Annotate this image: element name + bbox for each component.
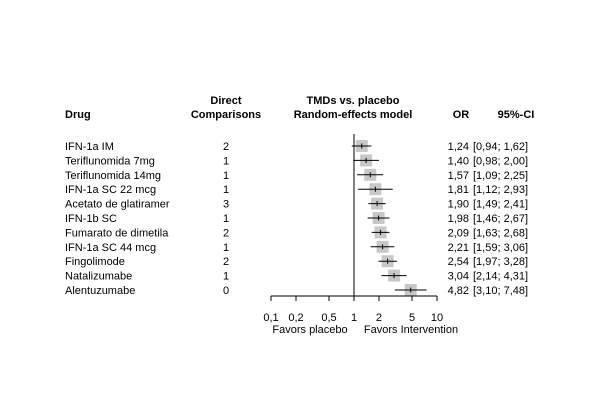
axis-label-right: Favors Intervention	[364, 324, 458, 336]
forest-row: IFN-1a SC 22 mcg 1 1,81 [1,12; 2,93]	[65, 183, 528, 196]
header-model-line1: TMDs vs. placebo	[307, 95, 400, 107]
ci-value: [1,63; 2,68]	[473, 227, 528, 239]
comparisons-value: 1	[223, 271, 229, 283]
drug-label: Fingolimode	[65, 256, 125, 268]
or-value: 2,09	[448, 227, 469, 239]
comparisons-value: 1	[223, 184, 229, 196]
or-value: 3,04	[448, 271, 469, 283]
ci-value: [0,98; 2,00]	[473, 155, 528, 167]
header-or: OR	[453, 109, 470, 121]
ci-value: [1,49; 2,41]	[473, 199, 528, 211]
ci-value: [1,09; 2,25]	[473, 170, 528, 182]
forest-row: Natalizumabe 1 3,04 [2,14; 4,31]	[65, 269, 528, 283]
comparisons-value: 2	[223, 141, 229, 153]
ci-value: [1,12; 2,93]	[473, 184, 528, 196]
drug-label: IFN-1a IM	[65, 141, 114, 153]
x-tick-label: 0,1	[263, 312, 278, 324]
drug-label: Teriflunomida 14mg	[65, 170, 161, 182]
drug-label: IFN-1a SC 22 mcg	[65, 184, 156, 196]
comparisons-value: 2	[223, 227, 229, 239]
header-direct-line2: Comparisons	[191, 109, 261, 121]
ci-value: [1,46; 2,67]	[473, 213, 528, 225]
forest-row: Fingolimode 2 2,54 [1,97; 3,28]	[65, 255, 528, 268]
ci-value: [1,59; 3,06]	[473, 242, 528, 254]
or-value: 4,82	[448, 285, 469, 297]
forest-row: Fumarato de dimetila 2 2,09 [1,63; 2,68]	[65, 226, 528, 239]
comparisons-value: 3	[223, 199, 229, 211]
comparisons-value: 1	[223, 242, 229, 254]
comparisons-value: 1	[223, 213, 229, 225]
comparisons-value: 1	[223, 170, 229, 182]
comparisons-value: 2	[223, 256, 229, 268]
x-axis: 0,1 0,2 0,5 1 2 5 10	[263, 295, 443, 324]
drug-label: Natalizumabe	[65, 271, 132, 283]
drug-label: Alentuzumabe	[65, 285, 135, 297]
or-value: 1,90	[448, 199, 469, 211]
x-tick-label: 0,5	[321, 312, 336, 324]
forest-row: IFN-1b SC 1 1,98 [1,46; 2,67]	[65, 212, 528, 225]
forest-row: Alentuzumabe 0 4,82 [3,10; 7,48]	[65, 284, 528, 297]
header-drug: Drug	[65, 109, 91, 121]
or-value: 1,98	[448, 213, 469, 225]
drug-label: Fumarato de dimetila	[65, 227, 169, 239]
ci-value: [3,10; 7,48]	[473, 285, 528, 297]
comparisons-value: 0	[223, 285, 229, 297]
x-tick-label: 1	[351, 312, 357, 324]
header-direct-line1: Direct	[210, 95, 242, 107]
forest-row: IFN-1a IM 2 1,24 [0,94; 1,62]	[65, 140, 528, 153]
ci-value: [2,14; 4,31]	[473, 271, 528, 283]
or-value: 1,81	[448, 184, 469, 196]
drug-label: Teriflunomida 7mg	[65, 155, 155, 167]
or-value: 2,21	[448, 242, 469, 254]
forest-row: Teriflunomida 14mg 1 1,57 [1,09; 2,25]	[65, 168, 528, 182]
drug-label: IFN-1a SC 44 mcg	[65, 242, 156, 254]
drug-label: Acetato de glatiramer	[65, 199, 170, 211]
x-tick-label: 2	[376, 312, 382, 324]
or-value: 1,24	[448, 141, 469, 153]
x-tick-label: 10	[431, 312, 443, 324]
header-model-line2: Random-effects model	[294, 109, 413, 121]
or-value: 2,54	[448, 256, 469, 268]
comparisons-value: 1	[223, 155, 229, 167]
axis-label-left: Favors placebo	[272, 324, 347, 336]
header-ci: 95%-CI	[498, 109, 535, 121]
forest-row: IFN-1a SC 44 mcg 1 2,21 [1,59; 3,06]	[65, 240, 528, 254]
forest-row: Acetato de glatiramer 3 1,90 [1,49; 2,41]	[65, 197, 528, 211]
ci-value: [0,94; 1,62]	[473, 141, 528, 153]
drug-label: IFN-1b SC	[65, 213, 117, 225]
forest-rows: IFN-1a IM 2 1,24 [0,94; 1,62]Teriflunomida …	[65, 134, 528, 297]
or-value: 1,57	[448, 170, 469, 182]
x-tick-label: 0,2	[288, 312, 303, 324]
x-tick-label: 5	[409, 312, 415, 324]
or-value: 1,40	[448, 155, 469, 167]
forest-row: Teriflunomida 7mg 1 1,40 [0,98; 2,00]	[65, 154, 528, 167]
ci-value: [1,97; 3,28]	[473, 256, 528, 268]
